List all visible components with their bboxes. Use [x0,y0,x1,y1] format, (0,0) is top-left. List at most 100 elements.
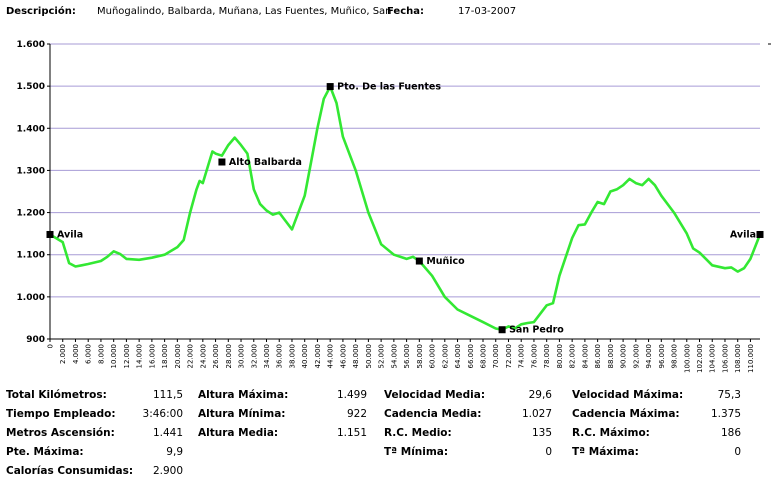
x-tick-label: 14.000 [136,344,144,369]
x-tick-label: 8.000 [97,344,105,364]
waypoint-marker [326,83,334,91]
x-tick-label: 76.000 [530,344,538,369]
descripcion-label: Descripción: [6,6,76,17]
x-tick-label: 66.000 [467,344,475,369]
x-tick-label: 84.000 [581,344,589,369]
x-tick-label: 86.000 [594,344,602,369]
descripcion-value: Muñogalindo, Balbarda, Muñana, Las Fuent… [97,6,392,17]
x-tick-label: 58.000 [416,344,424,369]
x-tick-labels: 0 2.000 4.000 6.000 8.000 10.000 12.000 14.000 1… [47,344,755,373]
x-tick-label: 80.000 [556,344,564,369]
stat-label: R.C. Medio: [384,427,452,439]
elevation-line [48,85,762,332]
fecha-value: 17-03-2007 [458,6,517,17]
stat-label: Cadencia Media: [384,408,482,420]
stat-value: 1.441 [152,427,183,439]
x-tick-label: 38.000 [288,344,296,369]
x-tick-label: 54.000 [390,344,398,369]
x-tick-label: 24.000 [199,344,207,369]
x-tick-label: 30.000 [238,344,246,369]
x-tick-label: 22.000 [187,344,195,369]
stat-label: Altura Media: [198,427,279,439]
stat-label: Altura Mínima: [198,408,286,420]
y-tick-label: 1.400 [17,124,45,134]
x-tick-label: 102.000 [696,344,704,373]
x-tick-label: 18.000 [161,344,169,369]
x-tick-label: 68.000 [480,344,488,369]
stat-value: 1.499 [336,389,367,401]
stat-label: Total Kilómetros: [6,389,107,401]
stat-value: 111,5 [152,389,183,401]
x-tick-label: 64.000 [454,344,462,369]
y-tick-label: 900 [26,335,45,345]
stat-label: Velocidad Media: [384,389,486,401]
grid-lines [50,43,760,298]
x-tick-label: 10.000 [110,344,118,369]
stat-value: 2.900 [152,465,183,477]
x-tick-label: 4.000 [72,344,80,364]
x-tick-label: 88.000 [607,344,615,369]
waypoint-label: Avila [730,229,756,240]
x-tick-label: 46.000 [339,344,347,369]
x-tick-label: 78.000 [543,344,551,369]
stat-value: 1.375 [710,408,741,420]
stat-value: 186 [720,427,741,439]
waypoint-label: Pto. De las Fuentes [337,82,441,93]
x-tick-label: 32.000 [250,344,258,369]
stat-value: 135 [531,427,552,439]
waypoint-label: Alto Balbarda [229,157,302,168]
x-tick-label: 48.000 [352,344,360,369]
waypoint-label: Avila [57,229,83,240]
x-tick-label: 104.000 [709,344,717,373]
x-tick-label: 26.000 [212,344,220,369]
x-tick-label: 56.000 [403,344,411,369]
stat-label: Altura Máxima: [198,389,289,401]
stat-value: 9,9 [166,446,183,458]
x-tick-label: 98.000 [671,344,679,369]
stat-value: 0 [545,446,552,458]
x-tick-label: 110.000 [747,344,755,373]
x-tick-label: 52.000 [378,344,386,369]
stat-value: 922 [346,408,367,420]
waypoint-marker [46,230,54,238]
stat-label: R.C. Máximo: [572,427,650,439]
y-tick-label: 1.300 [17,166,45,176]
waypoint-marker [415,257,423,265]
stat-value: 1.027 [521,408,552,420]
stat-value: 29,6 [528,389,552,401]
x-tick-label: 50.000 [365,344,373,369]
x-tick-label: 40.000 [301,344,309,369]
stat-value: 75,3 [717,389,741,401]
x-tick-label: 44.000 [327,344,335,369]
x-tick-label: 108.000 [734,344,742,373]
x-tick-label: 60.000 [429,344,437,369]
y-tick-labels: 900 1.000 1.100 1.200 1.300 1.400 1.500 1.600 [17,40,45,345]
stat-label: Pte. Máxima: [6,446,84,458]
x-tick-label: 72.000 [505,344,513,369]
x-tick-label: 0 [47,344,55,348]
axes [47,43,771,342]
x-tick-label: 42.000 [314,344,322,369]
x-tick-label: 70.000 [492,344,500,369]
y-tick-label: 1.000 [17,293,45,303]
series [48,85,762,332]
x-tick-label: 36.000 [276,344,284,369]
stat-label: Velocidad Máxima: [572,389,684,401]
x-tick-label: 62.000 [441,344,449,369]
waypoint-label: Muñico [426,256,465,267]
stat-value: 1.151 [336,427,367,439]
stat-label: Tª Mínima: [384,446,449,458]
x-tick-label: 2.000 [59,344,67,364]
x-tick-label: 94.000 [645,344,653,369]
stat-label: Calorías Consumidas: [6,465,134,477]
stat-value: 3:46:00 [142,408,183,420]
y-tick-label: 1.600 [17,40,45,50]
waypoint-marker [218,158,226,166]
x-tick-label: 100.000 [683,344,691,373]
stat-label: Metros Ascensión: [6,427,115,439]
y-tick-label: 1.100 [17,251,45,261]
elevation-chart: 900 1.000 1.100 1.200 1.300 1.400 1.500 1.600 0… [17,40,771,373]
stat-label: Cadencia Máxima: [572,408,680,420]
waypoint-marker [756,230,764,238]
